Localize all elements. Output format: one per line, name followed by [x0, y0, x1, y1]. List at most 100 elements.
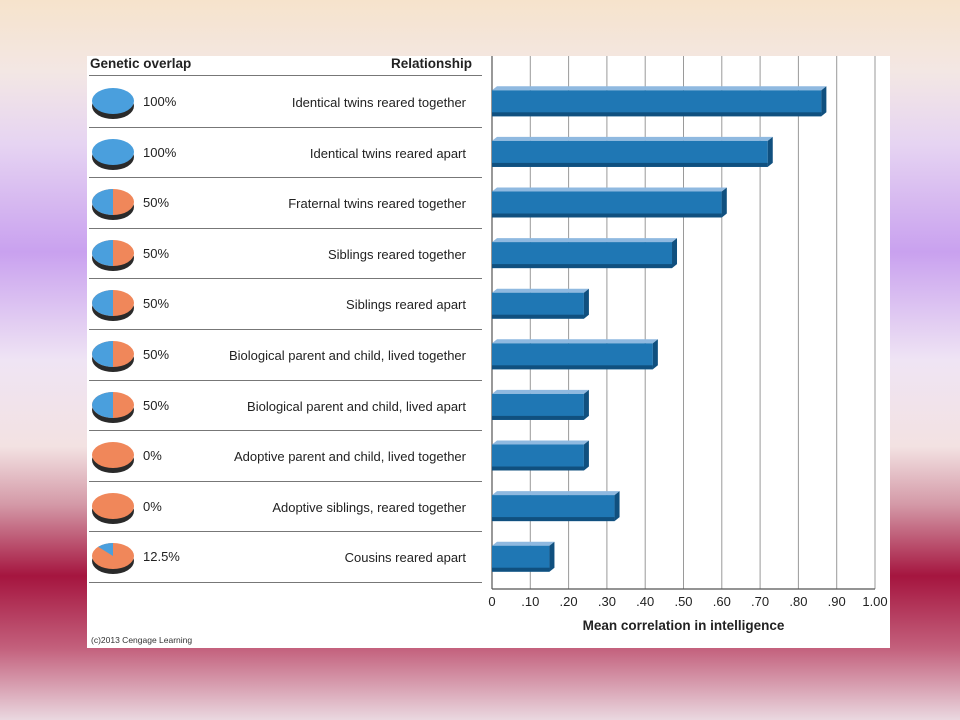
bar-side-face [583, 288, 589, 319]
bar-bottom-shade [492, 415, 584, 420]
pie-svg [92, 138, 134, 170]
bar-bottom-shade [492, 365, 653, 370]
x-tick-label: .80 [789, 594, 807, 609]
bar-side-face [583, 389, 589, 420]
row-divider [89, 430, 482, 432]
bar-top-face [492, 541, 555, 546]
bar-bottom-shade [492, 517, 615, 522]
bar-side-face [721, 187, 727, 218]
x-tick-label: .30 [598, 594, 616, 609]
relationship-label: Identical twins reared apart [309, 145, 466, 161]
genetic-overlap-pie-icon [90, 491, 138, 532]
bar-side-face [672, 238, 678, 269]
genetic-overlap-value: 50% [143, 245, 170, 261]
bar-bottom-shade [492, 567, 550, 572]
genetic-overlap-value: 12.5% [143, 549, 180, 565]
bar-bottom-shade [492, 314, 584, 319]
pie-slice [98, 543, 113, 557]
pie-slice [92, 239, 113, 266]
bar-bottom-shade [492, 264, 673, 269]
genetic-overlap-pie-icon [90, 390, 138, 431]
pie-svg [92, 290, 134, 322]
bar-top-face [492, 440, 589, 445]
bar-side-face [549, 541, 555, 572]
pie-svg [92, 189, 134, 221]
x-tick-label: 0 [488, 594, 495, 609]
relationship-header: Relationship [391, 56, 473, 71]
relationship-label: Adoptive siblings, reared together [272, 499, 466, 515]
genetic-overlap-pie-icon [90, 238, 138, 279]
pie-svg [92, 88, 134, 119]
row-divider [89, 227, 482, 229]
bar [492, 495, 615, 522]
bar-side-face [821, 86, 827, 117]
genetic-overlap-value: 50% [143, 397, 170, 413]
genetic-overlap-value: 0% [143, 498, 162, 514]
bar-bottom-shade [492, 112, 822, 117]
bar [492, 140, 768, 167]
pie-svg [92, 239, 134, 271]
x-tick-label: .90 [828, 594, 846, 609]
bar [492, 292, 584, 319]
bar-top-face [492, 136, 773, 141]
pie-svg [92, 341, 134, 372]
pie-svg [92, 492, 134, 524]
pie-svg [92, 391, 134, 423]
pie-base [92, 88, 134, 114]
bar-top-face [492, 288, 589, 293]
bar-top-face [492, 389, 589, 394]
bar [492, 545, 550, 572]
bar [492, 343, 653, 370]
genetic-overlap-value: 100% [143, 94, 177, 109]
genetic-overlap-pie-icon [90, 187, 138, 228]
bar-side-face [614, 491, 620, 522]
relationship-label: Biological parent and child, lived toget… [228, 348, 466, 363]
pie-slice [92, 290, 113, 317]
pie-slice [92, 341, 113, 367]
x-tick-label: 1.00 [862, 594, 887, 609]
pie-base [92, 442, 134, 469]
x-tick-label: .60 [713, 594, 731, 609]
x-tick-label: .50 [674, 594, 692, 609]
pie-base [92, 492, 134, 519]
bar-side-face [652, 339, 658, 370]
copyright-credit: (c)2013 Cengage Learning [91, 635, 193, 645]
bar-top-face [492, 187, 727, 192]
x-tick-label: .70 [751, 594, 769, 609]
genetic-overlap-pie-icon [90, 541, 138, 582]
pie-base [92, 138, 134, 165]
bar-top-face [492, 491, 620, 496]
relationship-label: Siblings reared together [327, 246, 466, 262]
genetic-overlap-value: 50% [143, 296, 170, 312]
bar [492, 191, 722, 218]
relationship-label: Siblings reared apart [346, 297, 466, 313]
genetic-overlap-pie-icon [90, 440, 138, 481]
bar-side-face [767, 136, 773, 167]
relationship-label: Identical twins reared together [291, 95, 466, 110]
x-tick-label: .40 [636, 594, 654, 609]
correlation-bar-chart: 0 .10 .20 .30 .40 .50 .60 .70 .80 .90 1.00 Mean cor… [488, 56, 888, 633]
bar [492, 90, 822, 117]
bar [492, 393, 584, 420]
bar-top-face [492, 86, 827, 91]
x-tick-label: .20 [560, 594, 578, 609]
genetic-overlap-pie-icon [90, 339, 138, 380]
row-divider [89, 480, 482, 482]
row-divider [89, 329, 482, 330]
bar-side-face [583, 440, 589, 471]
pie-svg [92, 442, 134, 474]
genetic-overlap-pie-icon [90, 86, 138, 127]
chart-card: Genetic overlap Relationship 100% Identic… [87, 56, 890, 648]
row-divider [89, 582, 482, 583]
bar-top-face [492, 339, 658, 344]
bar-bottom-shade [492, 466, 584, 471]
relationship-label: Biological parent and child, lived apart [247, 398, 466, 414]
bar-bottom-shade [492, 162, 768, 167]
row-divider [89, 177, 482, 179]
x-axis-label: Mean correlation in intelligence [583, 618, 785, 633]
row-divider [89, 379, 482, 381]
genetic-overlap-value: 50% [143, 195, 170, 211]
pie-slice [92, 391, 113, 418]
pie-svg [92, 543, 134, 575]
relationship-label: Cousins reared apart [344, 550, 466, 566]
